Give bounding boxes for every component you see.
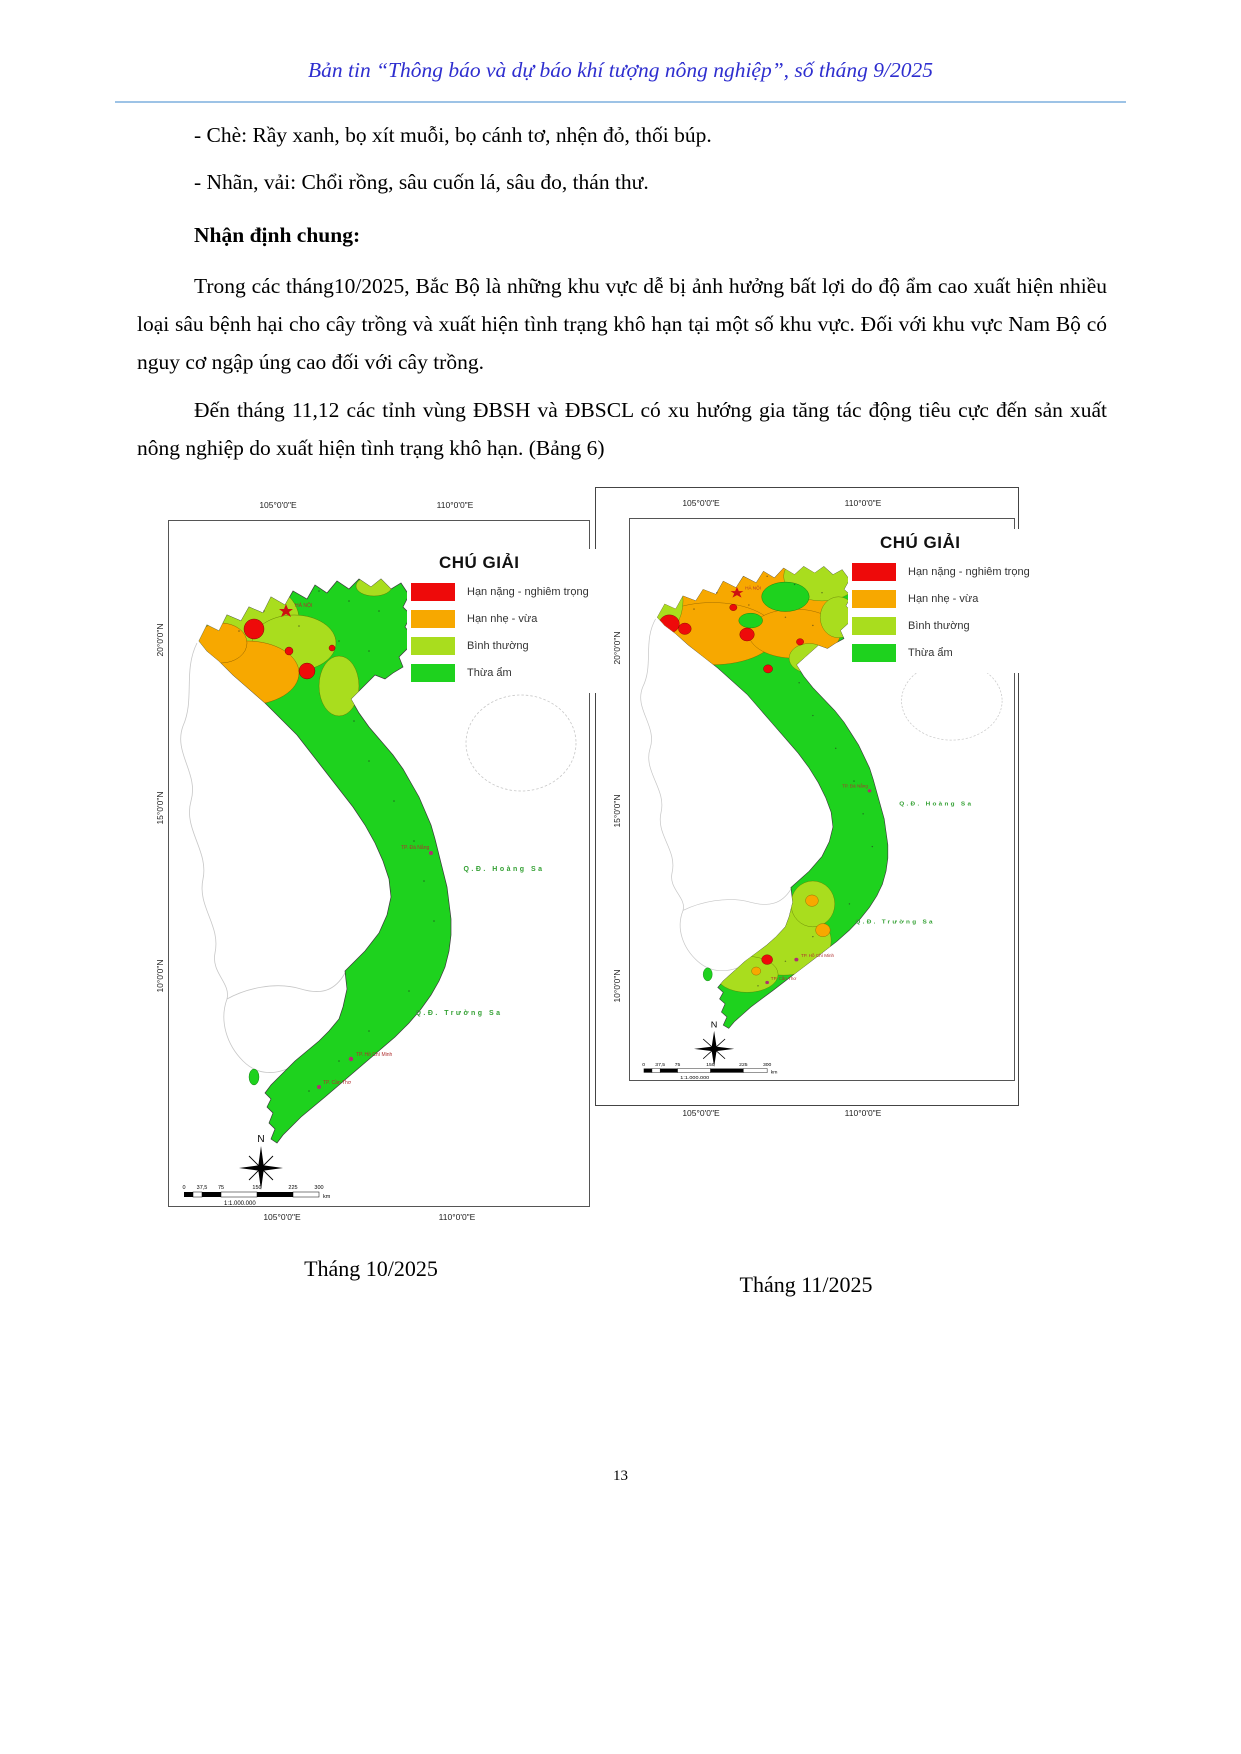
paragraph-2: Đến tháng 11,12 các tỉnh vùng ĐBSH và ĐB… bbox=[137, 398, 1107, 460]
bullet-che: - Chè: Rầy xanh, bọ xít muỗi, bọ cánh tơ… bbox=[194, 123, 712, 147]
caption-october: Tháng 10/2025 bbox=[304, 1256, 438, 1281]
lon-105-top: 105°0'0"E bbox=[682, 498, 720, 508]
bullet-nhan-vai: - Nhãn, vải: Chổi rồng, sâu cuốn lá, sâu… bbox=[194, 170, 649, 194]
normal-swatch bbox=[852, 617, 896, 635]
normal-swatch bbox=[411, 637, 455, 655]
header-divider bbox=[115, 101, 1126, 103]
lat-10: 10°0'0"N bbox=[612, 969, 622, 1003]
lon-105-top: 105°0'0"E bbox=[259, 500, 297, 510]
severe-swatch bbox=[411, 583, 455, 601]
body-text: - Chè: Rầy xanh, bọ xít muỗi, bọ cánh tơ… bbox=[137, 116, 1107, 477]
bulletin-header: Bản tin “Thông báo và dự báo khí tượng n… bbox=[308, 58, 933, 82]
page-number: 13 bbox=[613, 1468, 628, 1484]
surplus-swatch bbox=[411, 664, 455, 682]
lat-15: 15°0'0"N bbox=[612, 794, 622, 828]
legend-item-normal: Bình thường bbox=[852, 617, 1042, 635]
map-frame-november: CHÚ GIẢI Hạn nặng - nghiêm trọng Hạn nhẹ… bbox=[629, 518, 1046, 1081]
lat-20: 20°0'0"N bbox=[612, 631, 622, 665]
legend-title: CHÚ GIẢI bbox=[880, 533, 961, 552]
legend-item-severe: Hạn nặng - nghiêm trọng bbox=[411, 583, 607, 601]
lat-10: 10°0'0"N bbox=[155, 959, 165, 993]
legend-november: CHÚ GIẢI Hạn nặng - nghiêm trọng Hạn nhẹ… bbox=[848, 529, 1046, 673]
legend-item-surplus: Thừa ẩm bbox=[411, 664, 607, 682]
legend-title: CHÚ GIẢI bbox=[439, 553, 520, 572]
map-panel-november: 105°0'0"E 110°0'0"E 20°0'0"N 15°0'0"N 10… bbox=[595, 487, 1046, 1118]
section-heading: Nhận định chung: bbox=[194, 223, 361, 247]
map-panel-october: 105°0'0"E 110°0'0"E 20°0'0"N 15°0'0"N 10… bbox=[152, 490, 611, 1235]
legend-item-normal: Bình thường bbox=[411, 637, 607, 655]
lon-110-top: 110°0'0"E bbox=[844, 498, 882, 508]
lon-110-top: 110°0'0"E bbox=[436, 500, 474, 510]
legend-item-severe: Hạn nặng - nghiêm trọng bbox=[852, 563, 1042, 581]
mild-swatch bbox=[852, 590, 896, 608]
lat-20: 20°0'0"N bbox=[155, 623, 165, 657]
caption-november: Tháng 11/2025 bbox=[739, 1272, 873, 1297]
vietnam-map-november bbox=[630, 519, 1014, 1080]
lat-15: 15°0'0"N bbox=[155, 791, 165, 825]
mild-swatch bbox=[411, 610, 455, 628]
lon-110-bottom: 110°0'0"E bbox=[844, 1108, 882, 1118]
vietnam-map-october bbox=[169, 521, 589, 1206]
drought-zones-october bbox=[199, 579, 393, 717]
lon-105-bottom: 105°0'0"E bbox=[263, 1212, 301, 1222]
surplus-swatch bbox=[852, 644, 896, 662]
lon-105-bottom: 105°0'0"E bbox=[682, 1108, 720, 1118]
legend-item-mild: Hạn nhẹ - vừa bbox=[411, 610, 607, 628]
legend-item-mild: Hạn nhẹ - vừa bbox=[852, 590, 1042, 608]
map-frame-october: CHÚ GIẢI Hạn nặng - nghiêm trọng Hạn nhẹ… bbox=[168, 520, 611, 1207]
legend-item-surplus: Thừa ẩm bbox=[852, 644, 1042, 662]
lon-110-bottom: 110°0'0"E bbox=[438, 1212, 476, 1222]
severe-swatch bbox=[852, 563, 896, 581]
paragraph-1: Trong các tháng10/2025, Bắc Bộ là những … bbox=[137, 274, 1107, 374]
legend-october: CHÚ GIẢI Hạn nặng - nghiêm trọng Hạn nhẹ… bbox=[407, 549, 611, 693]
